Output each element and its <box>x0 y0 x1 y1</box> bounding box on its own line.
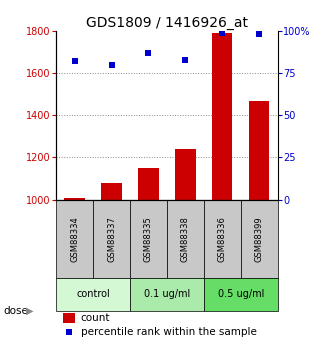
Bar <box>101 183 122 200</box>
Bar <box>63 313 75 323</box>
Bar <box>204 200 241 278</box>
Text: dose: dose <box>3 306 28 316</box>
Text: GSM88399: GSM88399 <box>255 216 264 262</box>
Bar <box>175 149 195 200</box>
Text: 0.5 ug/ml: 0.5 ug/ml <box>218 289 264 299</box>
Text: GSM88335: GSM88335 <box>144 216 153 262</box>
Bar <box>167 200 204 278</box>
Text: GSM88337: GSM88337 <box>107 216 116 262</box>
Bar <box>56 278 130 311</box>
Text: GSM88334: GSM88334 <box>70 216 79 262</box>
Bar <box>138 168 159 200</box>
Bar <box>249 101 269 200</box>
Text: count: count <box>81 313 110 323</box>
Bar <box>130 200 167 278</box>
Text: percentile rank within the sample: percentile rank within the sample <box>81 327 256 337</box>
Text: 0.1 ug/ml: 0.1 ug/ml <box>144 289 190 299</box>
Bar <box>93 200 130 278</box>
Bar <box>241 200 278 278</box>
Bar <box>204 278 278 311</box>
Text: GSM88336: GSM88336 <box>218 216 227 262</box>
Title: GDS1809 / 1416926_at: GDS1809 / 1416926_at <box>86 16 248 30</box>
Text: GSM88338: GSM88338 <box>181 216 190 262</box>
Bar <box>130 278 204 311</box>
Bar <box>65 198 85 200</box>
Bar <box>212 33 232 200</box>
Text: ▶: ▶ <box>26 306 34 316</box>
Text: control: control <box>76 289 110 299</box>
Bar <box>56 200 93 278</box>
